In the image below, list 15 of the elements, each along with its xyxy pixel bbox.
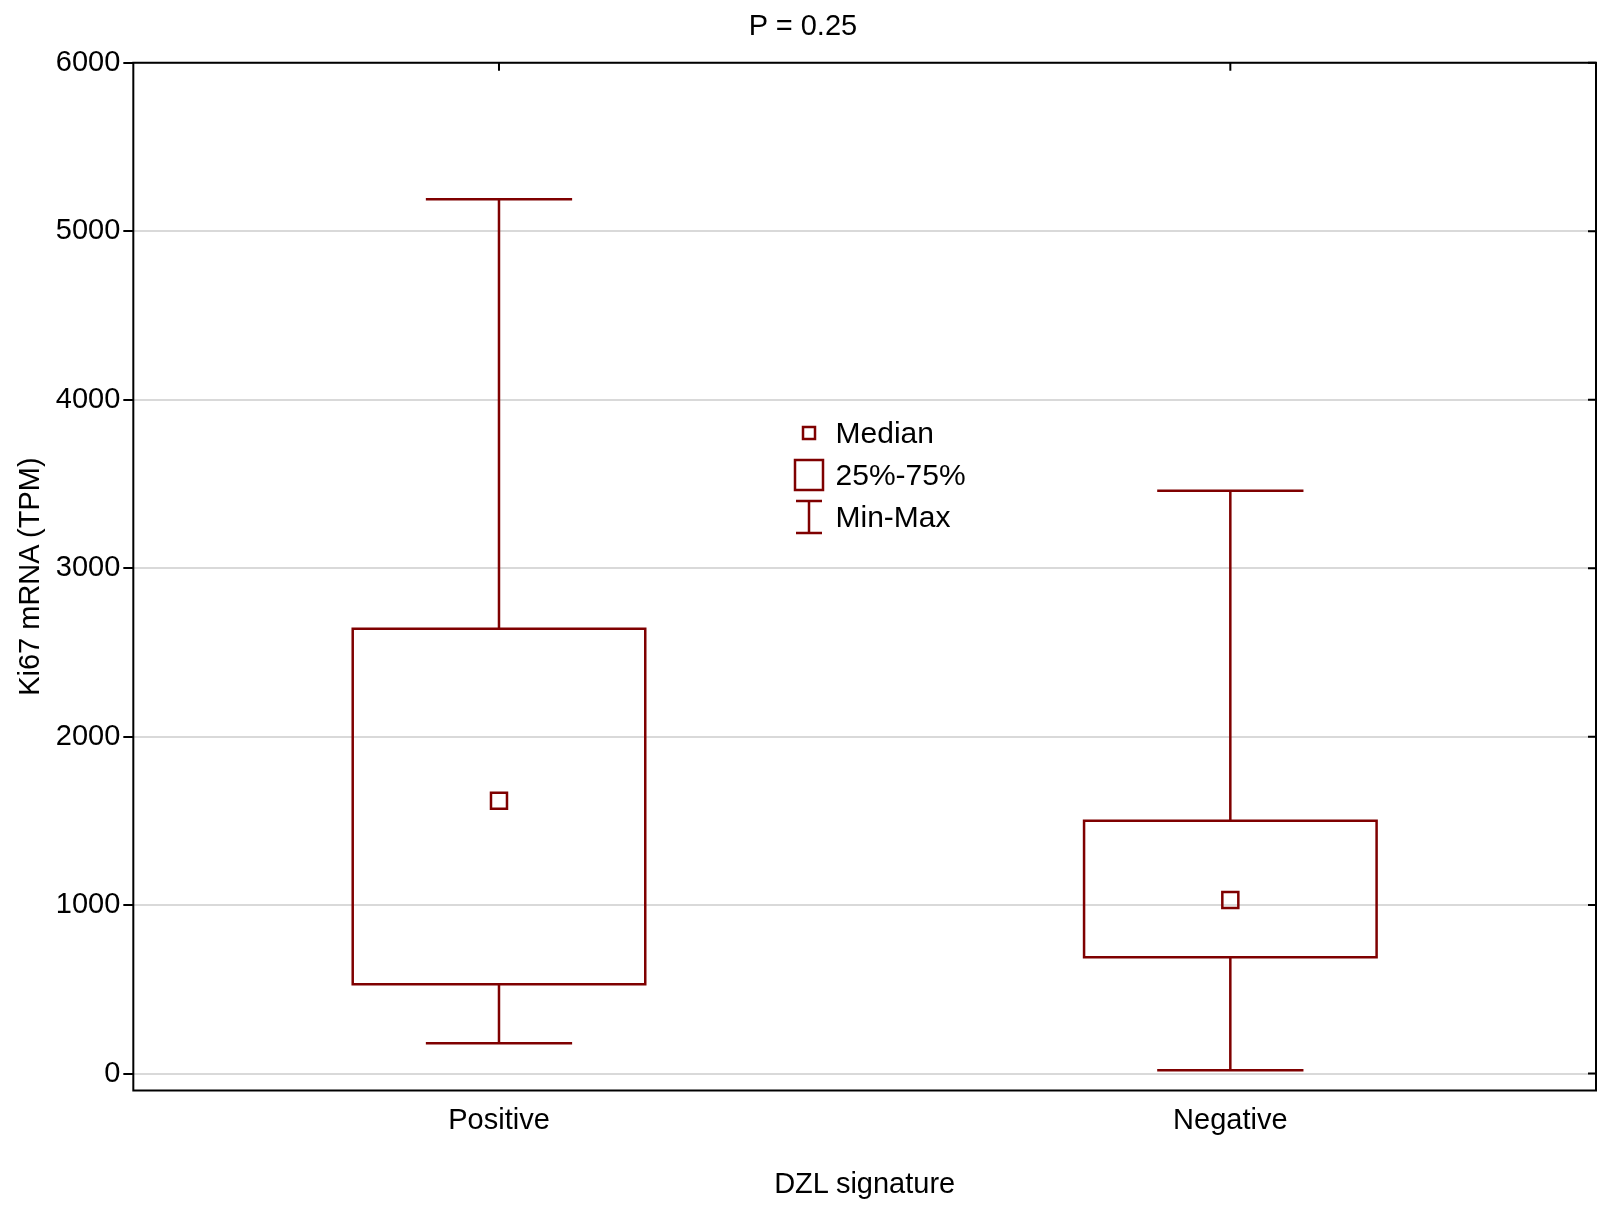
annotation: Median (835, 415, 934, 452)
chart-title: P = 0.25 (748, 9, 858, 42)
y-tick-label: 5000 (55, 213, 121, 246)
x-tick-label: Positive (448, 1102, 550, 1135)
y-tick-label: 3000 (55, 550, 121, 583)
annotation: Min-Max (835, 499, 951, 536)
x-tick-label: Negative (1173, 1102, 1288, 1135)
y-tick-label: 6000 (55, 44, 121, 77)
x-axis-title: DZL signature (774, 1166, 956, 1199)
annotation: 25%-75% (835, 457, 966, 494)
y-tick-label: 2000 (55, 718, 121, 751)
y-tick-label: 4000 (55, 381, 121, 414)
y-tick-label: 0 (104, 1055, 121, 1088)
y-tick-label: 1000 (55, 887, 121, 920)
y-axis-title: Ki67 mRNA (TPM) (13, 457, 46, 696)
